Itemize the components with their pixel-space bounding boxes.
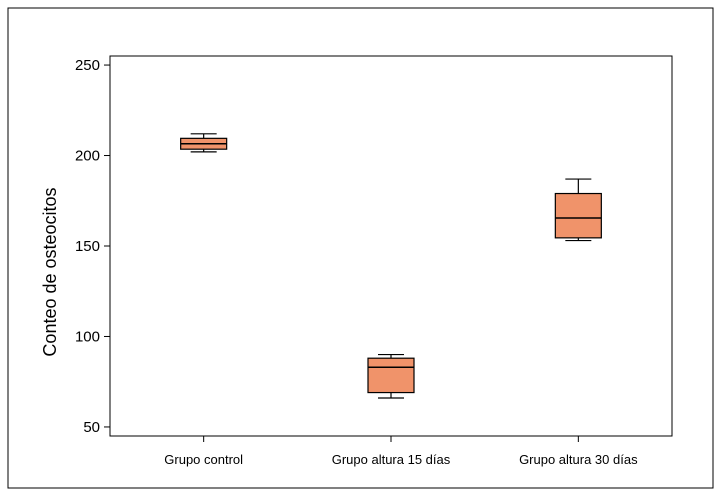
y-tick-label: 50 [83, 419, 100, 436]
y-tick-label: 200 [75, 148, 100, 165]
interquartile-box [368, 358, 414, 392]
y-axis-title: Conteo de osteocitos [40, 187, 60, 356]
box-2 [368, 355, 414, 398]
y-tick-label: 150 [75, 238, 100, 255]
y-tick-label: 100 [75, 328, 100, 345]
x-tick-label: Grupo altura 15 días [332, 452, 451, 467]
x-tick-label: Grupo altura 30 días [519, 452, 638, 467]
x-tick-label: Grupo control [164, 452, 243, 467]
y-tick-label: 250 [75, 57, 100, 74]
interquartile-box [555, 194, 601, 238]
